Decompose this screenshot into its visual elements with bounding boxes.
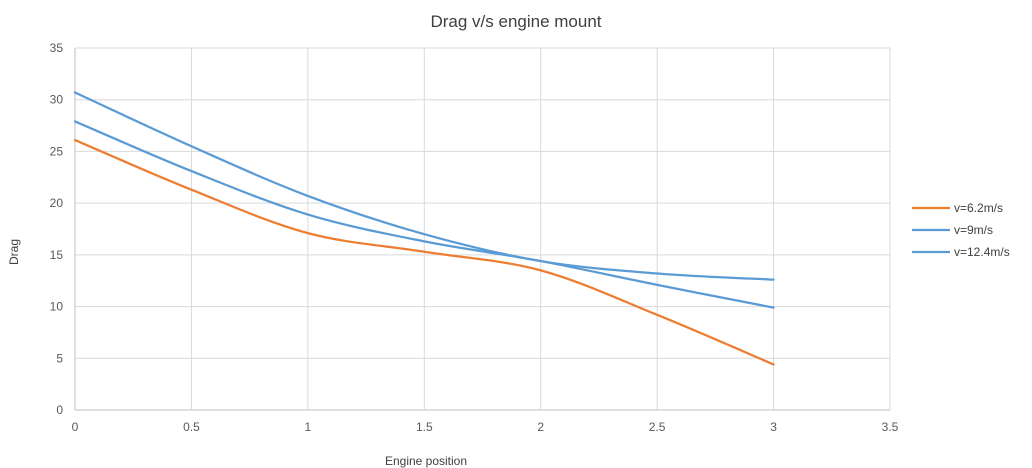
y-tick-label: 30 — [50, 93, 64, 107]
legend-label: v=9m/s — [954, 223, 993, 237]
x-tick-label: 0.5 — [183, 420, 200, 434]
x-tick-label: 0 — [72, 420, 79, 434]
axes: 0 5 10 15 20 25 30 35 0 0.5 1 1.5 2 2.5 3 3.5 — [50, 41, 899, 434]
series-line — [73, 138, 775, 366]
x-tick-label: 1 — [305, 420, 312, 434]
series-line — [73, 91, 775, 281]
series-line — [73, 120, 775, 309]
y-tick-label: 25 — [50, 144, 64, 158]
y-tick-label: 5 — [56, 351, 63, 365]
grid — [74, 47, 891, 411]
y-tick-label: 10 — [50, 300, 64, 314]
x-tick-label: 2.5 — [649, 420, 666, 434]
x-tick-label: 1.5 — [416, 420, 433, 434]
y-axis-title: Drag — [7, 239, 21, 265]
plot-area — [73, 91, 775, 366]
y-tick-label: 35 — [50, 41, 64, 55]
x-tick-label: 3 — [770, 420, 777, 434]
legend: v=6.2m/s v=9m/s v=12.4m/s — [912, 201, 1010, 259]
chart-title: Drag v/s engine mount — [430, 12, 601, 31]
y-tick-label: 15 — [50, 248, 64, 262]
y-tick-label: 0 — [56, 403, 63, 417]
x-tick-label: 2 — [537, 420, 544, 434]
x-axis-title: Engine position — [385, 454, 467, 468]
x-tick-label: 3.5 — [882, 420, 899, 434]
legend-label: v=12.4m/s — [954, 245, 1010, 259]
legend-label: v=6.2m/s — [954, 201, 1003, 215]
y-tick-label: 20 — [50, 196, 64, 210]
